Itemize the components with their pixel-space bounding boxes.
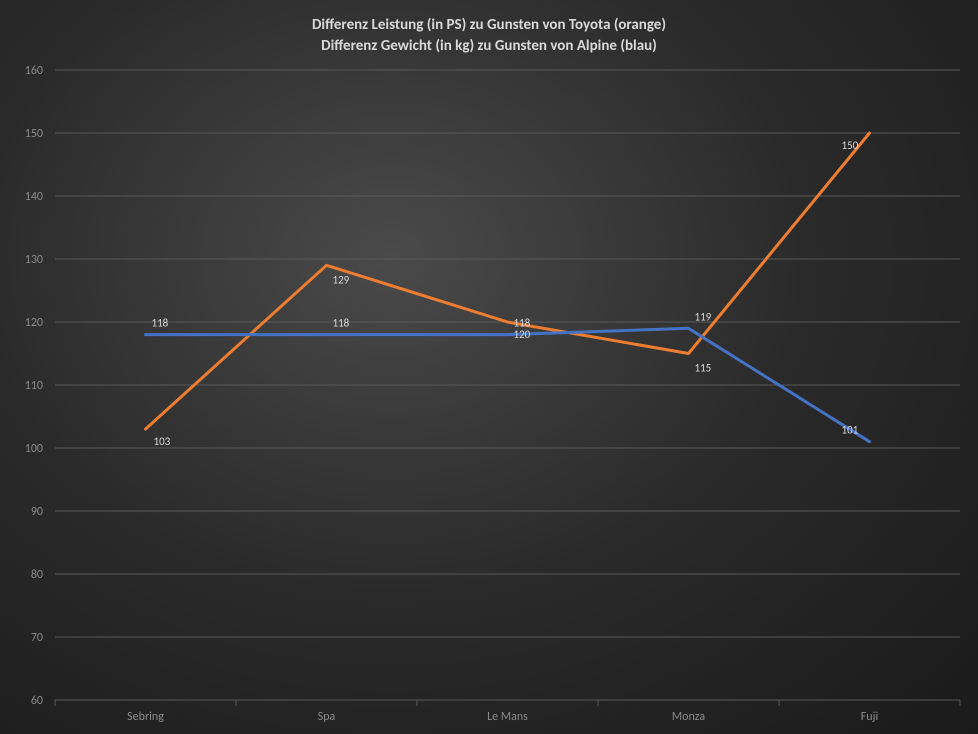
x-tick-label: Spa — [318, 710, 336, 724]
y-tick-label: 130 — [25, 253, 43, 267]
y-tick-label: 70 — [31, 631, 43, 645]
data-label: 118 — [333, 317, 350, 330]
y-tick-label: 150 — [25, 127, 43, 141]
x-tick-label: Le Mans — [487, 710, 528, 724]
y-tick-label: 110 — [25, 379, 43, 393]
x-tick-label: Fuji — [861, 710, 879, 724]
y-tick-label: 120 — [25, 316, 43, 330]
y-tick-label: 140 — [25, 190, 43, 204]
data-label: 118 — [514, 317, 531, 330]
data-label: 101 — [842, 424, 859, 437]
data-label: 120 — [514, 328, 531, 341]
data-label: 129 — [333, 273, 350, 286]
y-tick-label: 80 — [31, 568, 43, 582]
chart-container: Differenz Leistung (in PS) zu Gunsten vo… — [0, 0, 978, 734]
data-label: 150 — [842, 139, 859, 152]
y-tick-label: 100 — [25, 442, 43, 456]
data-label: 103 — [154, 435, 171, 448]
y-tick-label: 90 — [31, 505, 43, 519]
x-tick-label: Sebring — [127, 710, 164, 724]
data-label: 119 — [695, 310, 712, 323]
data-label: 115 — [695, 362, 712, 375]
data-label: 118 — [152, 317, 169, 330]
chart-svg: 60 70 80 90 100 110 120 130 140 150 160 Sebring Spa L… — [0, 0, 978, 734]
y-tick-label: 160 — [25, 64, 43, 78]
x-tick-label: Monza — [672, 710, 705, 724]
y-tick-label: 60 — [31, 694, 43, 708]
